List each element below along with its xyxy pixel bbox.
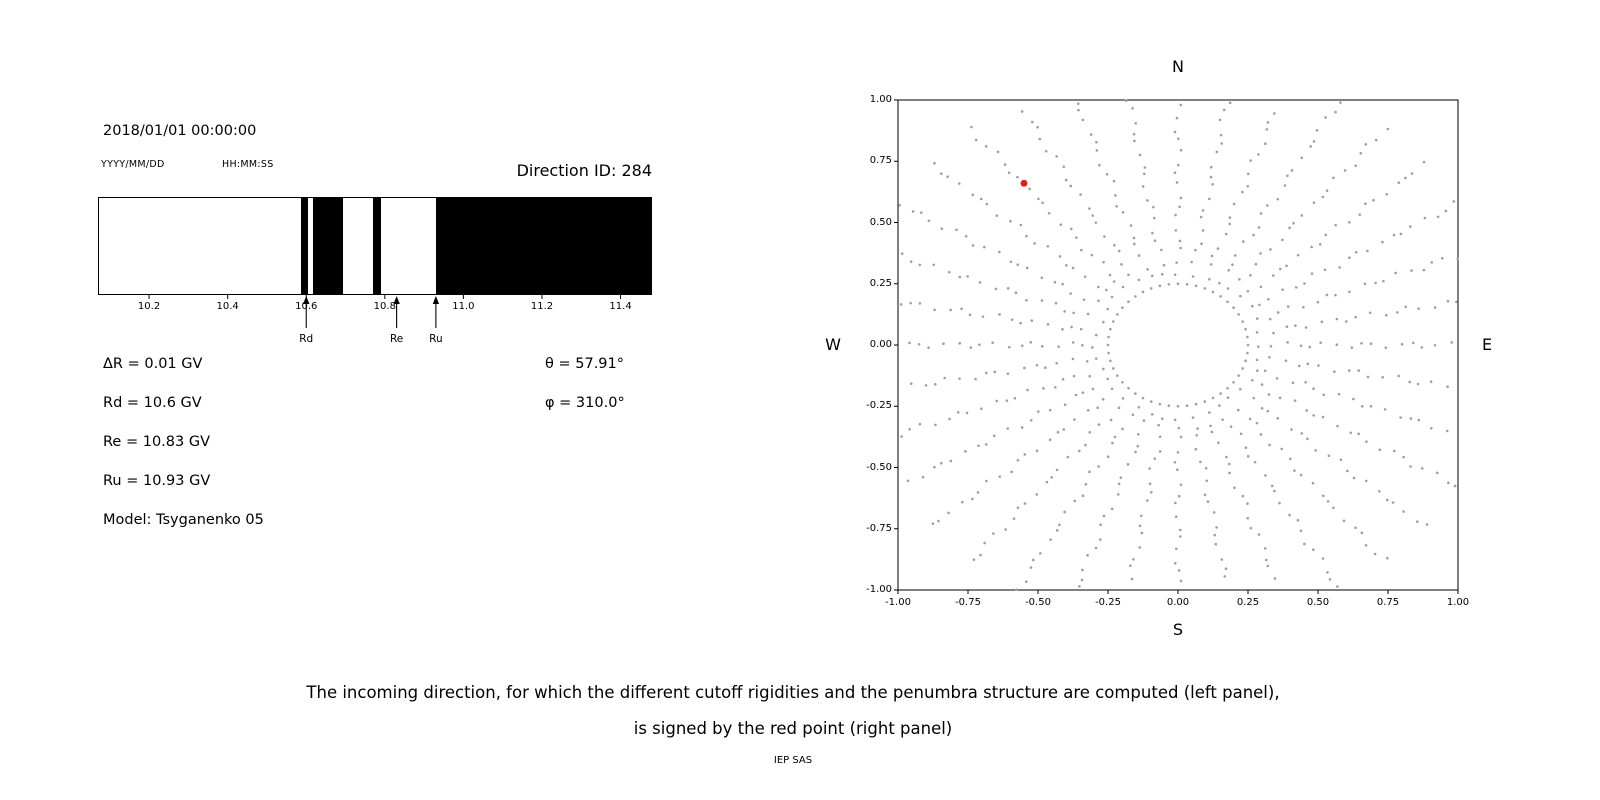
compass-south-label: S — [1172, 620, 1184, 639]
credit-label: IEP SAS — [773, 755, 813, 766]
direction-map-x-tick-label: 1.00 — [1446, 597, 1470, 608]
penumbra-black-band — [373, 198, 381, 294]
penumbra-black-band — [436, 198, 651, 294]
ru-value: Ru = 10.93 GV — [103, 473, 211, 489]
direction-map-plot — [894, 99, 1460, 594]
direction-map-x-tick-label: 0.25 — [1236, 597, 1260, 608]
compass-east-label: E — [1481, 335, 1493, 354]
direction-map-y-tick-label: 0.50 — [869, 216, 892, 228]
direction-map-x-tick-label: -0.75 — [955, 597, 981, 608]
rd-value: Rd = 10.6 GV — [103, 395, 202, 411]
svg-text:Re: Re — [390, 333, 403, 345]
direction-map-x-tick-label: -0.25 — [1095, 597, 1121, 608]
direction-map-y-tick-label: 0.75 — [869, 155, 892, 167]
svg-text:Rd: Rd — [299, 333, 313, 345]
penumbra-x-tick-label: 11.2 — [530, 301, 554, 312]
direction-map-x-tick-label: -0.50 — [1025, 597, 1051, 608]
penumbra-x-tick-label: 10.2 — [137, 301, 161, 312]
re-value: Re = 10.83 GV — [103, 434, 210, 450]
delta-r-value: ΔR = 0.01 GV — [103, 356, 203, 372]
caption-line-2: is signed by the red point (right panel) — [633, 719, 953, 738]
penumbra-bar-plot — [98, 197, 652, 295]
caption-line-1: The incoming direction, for which the di… — [306, 683, 1280, 702]
penumbra-black-band — [301, 198, 309, 294]
theta-value: θ = 57.91° — [545, 356, 624, 372]
direction-map-y-tick-label: -1.00 — [866, 584, 892, 595]
time-format-label: HH:MM:SS — [222, 159, 274, 170]
direction-map-x-tick-label: 0.75 — [1376, 597, 1400, 608]
penumbra-black-band — [313, 198, 343, 294]
compass-north-label: N — [1172, 57, 1184, 76]
direction-map-x-tick-label: 0.00 — [1166, 597, 1190, 608]
model-label: Model: Tsyganenko 05 — [103, 512, 264, 528]
direction-map-x-tick-label: 0.50 — [1306, 597, 1330, 608]
date-format-label: YYYY/MM/DD — [101, 159, 165, 170]
penumbra-x-tick-label: 10.4 — [216, 301, 239, 312]
direction-map-y-tick-label: 0.00 — [869, 339, 892, 350]
penumbra-x-tick-label: 11.4 — [609, 301, 632, 312]
direction-map-y-tick-label: -0.75 — [866, 522, 892, 534]
penumbra-x-tick-label: 10.8 — [373, 301, 396, 312]
datetime-label: 2018/01/01 00:00:00 — [103, 123, 257, 139]
direction-map-x-tick-label: -1.00 — [885, 597, 911, 608]
direction-map-y-tick-label: -0.25 — [866, 400, 892, 412]
phi-value: φ = 310.0° — [545, 395, 625, 411]
compass-west-label: W — [825, 335, 841, 354]
direction-map-y-tick-label: -0.50 — [866, 461, 892, 473]
direction-id-label: Direction ID: 284 — [516, 161, 652, 180]
svg-text:Ru: Ru — [429, 333, 442, 345]
direction-map-y-tick-label: 0.25 — [869, 277, 892, 289]
penumbra-cutoff-markers: Rd Re Ru — [148, 295, 622, 345]
direction-map-y-tick-label: 1.00 — [869, 94, 892, 105]
penumbra-x-tick-label: 11.0 — [452, 301, 475, 312]
